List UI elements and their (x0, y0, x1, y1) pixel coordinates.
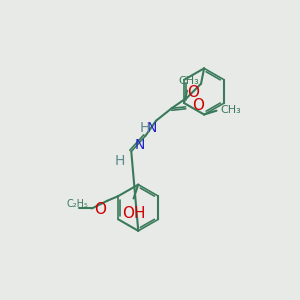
Text: O: O (94, 202, 106, 217)
Text: O: O (193, 98, 205, 113)
Text: CH₃: CH₃ (220, 105, 241, 115)
Text: H: H (140, 122, 150, 136)
Text: N: N (135, 138, 145, 152)
Text: O: O (188, 85, 200, 100)
Text: H: H (115, 154, 125, 168)
Text: N: N (146, 122, 157, 136)
Text: CH₃: CH₃ (178, 76, 199, 86)
Text: C₂H₅: C₂H₅ (66, 199, 88, 209)
Text: OH: OH (122, 206, 146, 221)
